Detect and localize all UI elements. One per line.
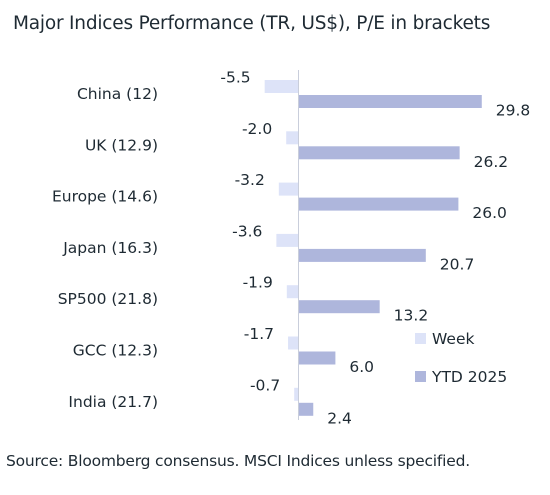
plot-area: China (12) -5.5 29.8 UK (12.9) -2.0 26.2 Europ… <box>52 69 530 428</box>
ytd-value-label: 6.0 <box>349 358 374 376</box>
week-bar <box>286 131 299 145</box>
week-bar <box>294 387 299 401</box>
week-bar <box>286 285 299 299</box>
week-bar <box>264 80 299 93</box>
ytd-bar <box>298 146 460 160</box>
week-value-label: -0.7 <box>250 376 280 394</box>
legend-label: YTD 2025 <box>431 368 507 386</box>
week-value-label: -2.0 <box>242 120 272 138</box>
ytd-bar <box>298 248 426 262</box>
ytd-value-label: 13.2 <box>394 307 429 325</box>
week-value-label: -1.9 <box>243 274 273 292</box>
ytd-bar <box>298 351 336 365</box>
category-label: GCC (12.3) <box>73 342 158 360</box>
bar-chart: China (12) -5.5 29.8 UK (12.9) -2.0 26.2 Europ… <box>52 69 530 428</box>
ytd-value-label: 29.8 <box>496 102 531 120</box>
chart-title: Major Indices Performance (TR, US$), P/E… <box>13 13 491 34</box>
category-label: India (21.7) <box>68 393 158 411</box>
category-label: Europe (14.6) <box>52 188 158 206</box>
week-bar <box>276 233 299 247</box>
source-note: Source: Bloomberg consensus. MSCI Indice… <box>6 452 470 470</box>
week-value-label: -1.7 <box>244 325 274 343</box>
ytd-value-label: 26.2 <box>474 153 509 171</box>
ytd-value-label: 26.0 <box>472 204 507 222</box>
legend-swatch-0 <box>415 333 426 344</box>
legend-label: Week <box>432 330 474 348</box>
legend: Week YTD 2025 <box>415 330 507 386</box>
legend-swatch-1 <box>415 371 426 382</box>
category-label: Japan (16.3) <box>62 239 158 257</box>
week-bar <box>278 182 299 196</box>
ytd-bar <box>298 402 314 416</box>
category-label: SP500 (21.8) <box>58 290 158 308</box>
ytd-value-label: 2.4 <box>327 409 352 427</box>
ytd-value-label: 20.7 <box>440 255 475 273</box>
category-label: China (12) <box>77 85 158 103</box>
category-label: UK (12.9) <box>85 136 158 154</box>
ytd-bar <box>298 300 380 314</box>
ytd-bar <box>298 197 459 211</box>
week-value-label: -3.2 <box>235 171 265 189</box>
ytd-bar <box>298 95 482 108</box>
week-value-label: -3.6 <box>232 222 262 240</box>
week-value-label: -5.5 <box>220 69 250 87</box>
week-bar <box>288 336 299 350</box>
